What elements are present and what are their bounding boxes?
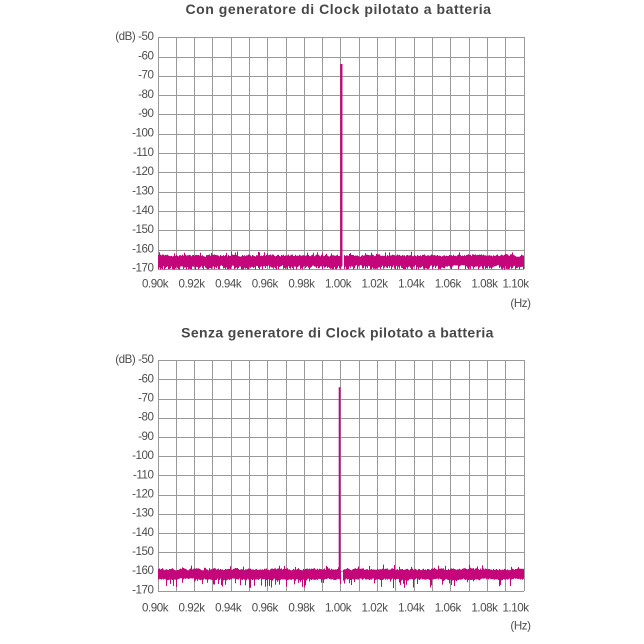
svg-text:-100: -100 — [132, 127, 153, 140]
svg-text:-60: -60 — [138, 49, 153, 62]
svg-text:0.90k: 0.90k — [142, 601, 169, 614]
svg-text:-170: -170 — [132, 583, 153, 596]
svg-text:-110: -110 — [133, 146, 154, 159]
svg-text:0.98k: 0.98k — [288, 277, 315, 290]
svg-text:Senza generatore di Clock pilo: Senza generatore di Clock pilotato a bat… — [181, 325, 494, 341]
svg-text:(Hz): (Hz) — [510, 297, 531, 310]
svg-text:1.04k: 1.04k — [398, 601, 425, 614]
svg-text:-130: -130 — [132, 184, 153, 197]
svg-text:0.94k: 0.94k — [215, 601, 242, 614]
svg-text:(Hz): (Hz) — [510, 620, 531, 633]
svg-text:1.02k: 1.02k — [362, 601, 389, 614]
svg-text:0.92k: 0.92k — [179, 277, 206, 290]
svg-text:Con generatore di Clock pilota: Con generatore di Clock pilotato a batte… — [185, 1, 491, 17]
svg-text:0.96k: 0.96k — [252, 277, 279, 290]
svg-text:-120: -120 — [132, 487, 153, 500]
svg-text:1.08k: 1.08k — [471, 277, 498, 290]
svg-text:1.10k: 1.10k — [502, 601, 529, 614]
svg-text:-70: -70 — [138, 391, 153, 404]
svg-text:-70: -70 — [138, 69, 153, 82]
svg-text:-60: -60 — [138, 372, 153, 385]
svg-text:(dB): (dB) — [115, 353, 136, 366]
svg-text:0.94k: 0.94k — [215, 277, 242, 290]
svg-text:1.06k: 1.06k — [435, 277, 462, 290]
svg-text:-120: -120 — [132, 165, 153, 178]
svg-text:-170: -170 — [132, 262, 153, 275]
svg-text:-160: -160 — [132, 242, 153, 255]
svg-text:-50: -50 — [138, 353, 153, 366]
svg-text:1.02k: 1.02k — [362, 277, 389, 290]
svg-text:0.96k: 0.96k — [252, 601, 279, 614]
svg-text:1.06k: 1.06k — [435, 601, 462, 614]
svg-text:-90: -90 — [138, 107, 153, 120]
svg-text:-80: -80 — [138, 411, 153, 424]
svg-text:-80: -80 — [138, 88, 153, 101]
svg-text:0.90k: 0.90k — [142, 277, 169, 290]
svg-text:1.08k: 1.08k — [471, 601, 498, 614]
svg-text:-130: -130 — [132, 507, 153, 520]
svg-text:-150: -150 — [132, 223, 153, 236]
svg-text:0.98k: 0.98k — [288, 601, 315, 614]
svg-text:-160: -160 — [132, 564, 153, 577]
svg-text:-140: -140 — [132, 204, 153, 217]
svg-text:-90: -90 — [138, 430, 153, 443]
svg-text:1.10k: 1.10k — [502, 277, 529, 290]
svg-text:-110: -110 — [133, 468, 154, 481]
svg-text:-150: -150 — [132, 545, 153, 558]
svg-text:-140: -140 — [132, 526, 153, 539]
svg-text:1.00k: 1.00k — [325, 277, 352, 290]
svg-text:-50: -50 — [138, 30, 153, 43]
svg-text:(dB): (dB) — [115, 30, 136, 43]
svg-text:1.00k: 1.00k — [325, 601, 352, 614]
svg-text:0.92k: 0.92k — [179, 601, 206, 614]
svg-text:1.04k: 1.04k — [398, 277, 425, 290]
svg-text:-100: -100 — [132, 449, 153, 462]
